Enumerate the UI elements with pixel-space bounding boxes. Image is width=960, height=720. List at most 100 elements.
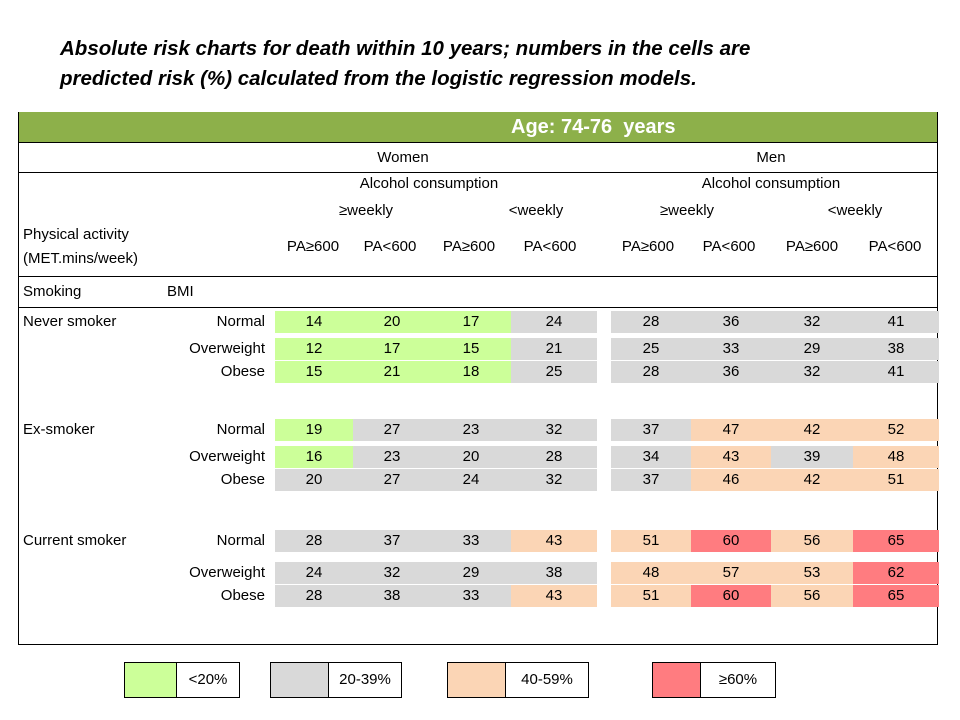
risk-cell: 20 xyxy=(275,469,353,491)
risk-cell: 47 xyxy=(691,419,771,441)
alcohol-header-women: Alcohol consumption xyxy=(359,175,499,192)
risk-cell: 21 xyxy=(511,338,597,360)
risk-cell: 28 xyxy=(611,361,691,383)
risk-cell: 24 xyxy=(431,469,511,491)
women-header: Women xyxy=(377,149,429,166)
men-header: Men xyxy=(756,149,786,166)
physical-activity-label: Physical activity xyxy=(23,226,129,243)
bmi-label: Obese xyxy=(220,587,265,604)
risk-cell: 28 xyxy=(275,585,353,607)
risk-cell: 28 xyxy=(511,446,597,468)
risk-cell: 57 xyxy=(691,562,771,584)
risk-cell: 32 xyxy=(353,562,431,584)
risk-cell: 48 xyxy=(853,446,939,468)
risk-cell: 17 xyxy=(353,338,431,360)
bmi-label: Overweight xyxy=(189,564,265,581)
risk-cell: 29 xyxy=(431,562,511,584)
risk-cell: 20 xyxy=(431,446,511,468)
bmi-label: Overweight xyxy=(189,340,265,357)
risk-cell: 33 xyxy=(691,338,771,360)
risk-cell: 51 xyxy=(611,530,691,552)
risk-cell: 32 xyxy=(771,361,853,383)
age-band: Age: 74-76 years xyxy=(19,112,937,143)
legend-swatch xyxy=(653,663,700,697)
risk-cell: 23 xyxy=(431,419,511,441)
pa-women-lt-weekly-ge: PA≥600 xyxy=(442,238,496,255)
risk-cell: 65 xyxy=(853,530,939,552)
risk-cell: 43 xyxy=(511,585,597,607)
risk-cell: 23 xyxy=(353,446,431,468)
risk-cell: 60 xyxy=(691,530,771,552)
risk-cell: 18 xyxy=(431,361,511,383)
risk-cell: 48 xyxy=(611,562,691,584)
risk-cell: 12 xyxy=(275,338,353,360)
risk-cell: 43 xyxy=(691,446,771,468)
risk-cell: 60 xyxy=(691,585,771,607)
risk-cell: 51 xyxy=(611,585,691,607)
title-line-1: Absolute risk charts for death within 10… xyxy=(60,37,751,60)
risk-cell: 46 xyxy=(691,469,771,491)
header-divider xyxy=(19,276,937,277)
alcohol-header-men: Alcohol consumption xyxy=(701,175,841,192)
smoking-status-label: Current smoker xyxy=(23,532,127,549)
bmi-label: Normal xyxy=(216,421,265,438)
pa-men-lt-weekly-ge: PA≥600 xyxy=(785,238,839,255)
risk-cell: 27 xyxy=(353,419,431,441)
risk-cell: 24 xyxy=(275,562,353,584)
risk-cell: 25 xyxy=(611,338,691,360)
risk-cell: 32 xyxy=(771,311,853,333)
risk-cell: 28 xyxy=(275,530,353,552)
legend-label: 40-59% xyxy=(521,671,573,688)
legend-item xyxy=(270,662,402,698)
risk-cell: 15 xyxy=(275,361,353,383)
smoking-status-label: Ex-smoker xyxy=(23,421,95,438)
risk-cell: 37 xyxy=(353,530,431,552)
pa-men-lt-weekly-lt: PA<600 xyxy=(868,238,922,255)
risk-cell: 51 xyxy=(853,469,939,491)
physical-activity-unit: (MET.mins/week) xyxy=(23,250,139,267)
risk-cell: 33 xyxy=(431,530,511,552)
risk-cell: 14 xyxy=(275,311,353,333)
legend-divider xyxy=(328,662,329,698)
risk-cell: 20 xyxy=(353,311,431,333)
risk-cell: 43 xyxy=(511,530,597,552)
risk-cell: 27 xyxy=(353,469,431,491)
risk-cell: 21 xyxy=(353,361,431,383)
bmi-label: Normal xyxy=(216,532,265,549)
title-line-2: predicted risk (%) calculated from the l… xyxy=(60,67,697,90)
bmi-label: Obese xyxy=(220,363,265,380)
risk-cell: 36 xyxy=(691,361,771,383)
risk-cell: 32 xyxy=(511,469,597,491)
risk-cell: 42 xyxy=(771,419,853,441)
risk-cell: 38 xyxy=(853,338,939,360)
risk-cell: 37 xyxy=(611,419,691,441)
bmi-header: BMI xyxy=(167,283,194,300)
legend-swatch xyxy=(125,663,176,697)
legend-item xyxy=(652,662,776,698)
risk-cell: 36 xyxy=(691,311,771,333)
legend-item xyxy=(124,662,240,698)
risk-cell: 41 xyxy=(853,361,939,383)
weekly-lt-men: <weekly xyxy=(827,202,883,219)
bmi-label: Overweight xyxy=(189,448,265,465)
risk-cell: 28 xyxy=(611,311,691,333)
header-divider xyxy=(19,172,937,173)
risk-cell: 56 xyxy=(771,530,853,552)
risk-cell: 38 xyxy=(353,585,431,607)
legend-divider xyxy=(505,662,506,698)
risk-cell: 25 xyxy=(511,361,597,383)
risk-cell: 34 xyxy=(611,446,691,468)
risk-cell: 24 xyxy=(511,311,597,333)
risk-cell: 19 xyxy=(275,419,353,441)
header-divider xyxy=(19,307,937,308)
risk-cell: 41 xyxy=(853,311,939,333)
legend-label: ≥60% xyxy=(718,671,758,688)
age-band-label: Age: 74-76 years xyxy=(511,116,676,138)
risk-cell: 62 xyxy=(853,562,939,584)
chart-title: Absolute risk charts for death within 10… xyxy=(60,34,920,94)
smoking-header: Smoking xyxy=(23,283,82,300)
weekly-ge-men: ≥weekly xyxy=(659,202,715,219)
pa-men-ge-weekly-ge: PA≥600 xyxy=(621,238,675,255)
bmi-label: Normal xyxy=(216,313,265,330)
weekly-lt-women: <weekly xyxy=(508,202,564,219)
